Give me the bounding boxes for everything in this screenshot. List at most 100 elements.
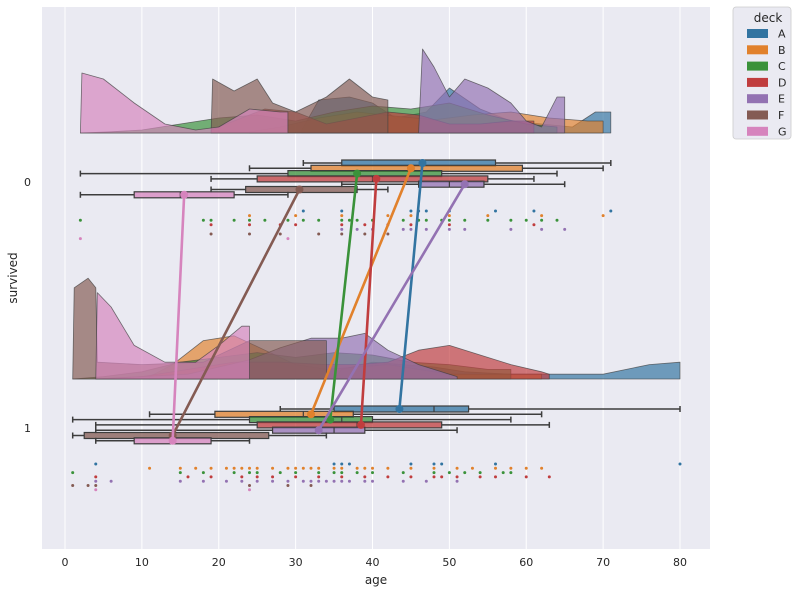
legend-swatch [747, 94, 768, 104]
rain-point [386, 232, 390, 236]
point-marker [295, 185, 304, 194]
x-tick-label: 70 [596, 556, 610, 569]
rain-point [347, 218, 351, 222]
rain-point [432, 466, 436, 470]
point-marker [406, 164, 415, 173]
rain-point [401, 479, 405, 483]
rain-point [524, 466, 528, 470]
rain-point [447, 471, 451, 475]
rain-point [301, 479, 305, 483]
x-tick-label: 30 [289, 556, 303, 569]
rain-point [463, 227, 467, 231]
rain-point [440, 475, 444, 479]
rain-point [363, 232, 367, 236]
legend-swatch [747, 29, 768, 38]
point-marker [314, 426, 323, 435]
rain-point [71, 484, 75, 487]
rain-point [271, 475, 275, 479]
rain-point [201, 479, 205, 483]
rain-point [401, 218, 405, 222]
rain-point [424, 218, 428, 222]
box-body [418, 180, 485, 188]
rain-point [240, 479, 244, 483]
rain-point [363, 475, 367, 479]
rain-point [294, 223, 298, 227]
rain-point [232, 218, 236, 222]
rain-point [255, 479, 259, 483]
rain-point [440, 462, 444, 466]
rain-point [248, 488, 251, 492]
rain-point [463, 471, 467, 475]
rain-point [248, 466, 251, 470]
legend-label: F [778, 109, 784, 122]
rain-point [324, 479, 328, 483]
rain-point [86, 484, 90, 487]
rain-point [501, 471, 505, 475]
rain-point [94, 475, 98, 479]
rain-point [409, 214, 413, 218]
legend-swatch [747, 61, 768, 71]
rain-point [447, 214, 451, 218]
rain-point [524, 218, 528, 222]
rain-point [178, 471, 182, 475]
legend-label: G [778, 125, 787, 138]
point-marker [418, 159, 427, 167]
rain-point [255, 471, 259, 475]
rain-point [509, 227, 513, 231]
rain-point [332, 479, 336, 483]
rain-point [340, 214, 344, 218]
legend-label: B [778, 44, 786, 57]
point-marker [372, 174, 381, 183]
rain-point [540, 214, 544, 218]
rain-point [301, 218, 305, 222]
rain-point [71, 471, 75, 475]
rain-point [478, 475, 482, 479]
rain-point [178, 479, 182, 483]
legend-swatch [747, 77, 768, 87]
rain-point [209, 232, 213, 236]
rain-point [294, 475, 298, 479]
rain-point [309, 484, 313, 487]
rain-point [409, 223, 413, 227]
rain-point [317, 466, 321, 470]
x-tick-label: 50 [442, 556, 456, 569]
legend-label: C [778, 60, 786, 73]
rain-point [340, 227, 344, 231]
rain-point [424, 227, 428, 231]
rain-point [432, 475, 436, 479]
rain-point [201, 218, 205, 222]
point-marker [356, 420, 365, 429]
rain-point [340, 218, 344, 222]
rain-point [224, 466, 228, 470]
rain-point [340, 462, 344, 466]
rain-point [355, 227, 359, 231]
rain-point [94, 488, 98, 492]
rain-point [186, 475, 190, 479]
point-line [398, 161, 424, 411]
rain-point [355, 218, 359, 222]
rain-point [563, 227, 567, 231]
rain-point [532, 223, 536, 227]
rain-point [601, 214, 605, 218]
point-marker [353, 169, 362, 178]
rain-point [447, 218, 451, 222]
rain-point [78, 218, 82, 222]
x-tick-label: 10 [135, 556, 149, 569]
point-line [328, 172, 359, 421]
rain-point [317, 218, 321, 222]
point-line [359, 177, 378, 427]
rain-point [401, 227, 405, 231]
rain-point [332, 466, 336, 470]
rain-point [463, 218, 467, 222]
rain-point [201, 471, 205, 475]
rain-point [94, 479, 98, 483]
point-line [171, 188, 301, 437]
rain-point [486, 214, 490, 218]
point-marker [168, 436, 177, 445]
rain-point [209, 218, 213, 222]
rain-point [78, 237, 82, 241]
point-line [309, 167, 413, 416]
point-marker [326, 415, 335, 424]
y-tick-label: 1 [24, 422, 31, 435]
